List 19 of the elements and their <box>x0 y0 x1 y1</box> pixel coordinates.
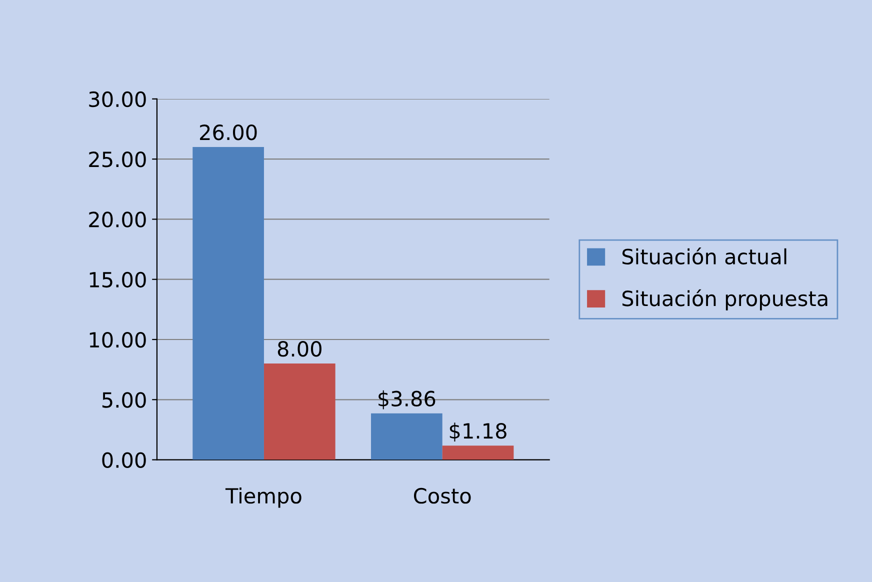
bar <box>370 413 442 460</box>
y-tick-label: 5.00 <box>102 392 146 408</box>
x-tick-label: Costo <box>414 488 471 504</box>
legend-label: Situación actual <box>622 248 786 264</box>
y-tick-label: 10.00 <box>90 332 146 348</box>
bar <box>264 364 336 460</box>
data-label: $1.18 <box>450 422 506 442</box>
x-tick-label: Tiempo <box>225 488 302 508</box>
y-tick-label: 15.00 <box>90 272 146 288</box>
data-label: 8.00 <box>278 340 322 357</box>
bar <box>192 147 264 460</box>
y-tick-label: 20.00 <box>89 212 146 228</box>
legend-label: Situación propuesta <box>622 289 828 310</box>
bar <box>442 446 514 460</box>
y-tick-label: 0.00 <box>102 452 146 468</box>
data-label: 26.00 <box>200 124 257 140</box>
y-tick-label: 25.00 <box>89 152 146 168</box>
y-tick-label: 30.00 <box>89 91 146 108</box>
data-label: $3.86 <box>378 390 436 410</box>
